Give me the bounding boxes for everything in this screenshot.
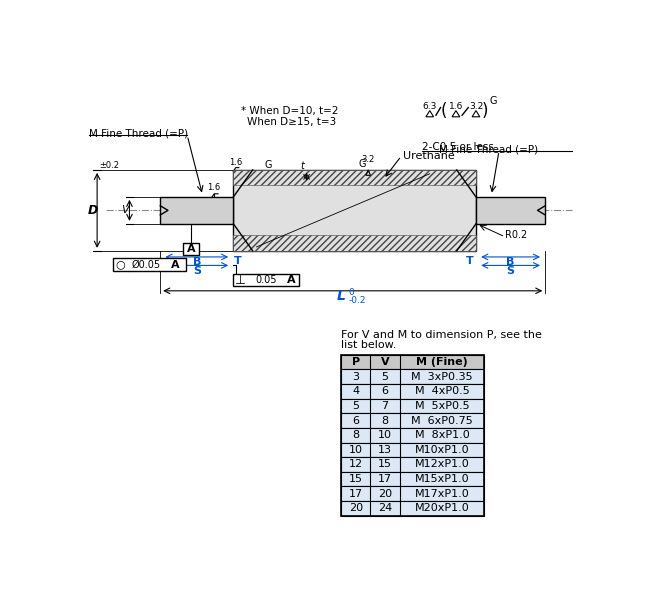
Text: 20: 20 [378,489,392,499]
Text: 6: 6 [381,386,389,396]
Text: 24: 24 [378,503,392,513]
Polygon shape [233,170,476,251]
Text: M  6xP0.75: M 6xP0.75 [411,416,473,426]
Text: 5: 5 [381,371,389,382]
Text: -0.2: -0.2 [348,295,366,305]
Text: ): ) [482,102,488,120]
Text: 15: 15 [378,459,392,470]
Text: D: D [88,204,98,217]
Text: 12: 12 [349,459,363,470]
Text: When D≥15, t=3: When D≥15, t=3 [247,117,336,127]
Polygon shape [160,197,233,224]
Text: V: V [381,357,389,367]
Text: L: L [337,289,345,303]
Text: M10xP1.0: M10xP1.0 [415,445,470,455]
Text: M (Fine): M (Fine) [416,357,468,367]
Text: G: G [358,159,366,169]
Text: Ø0.05: Ø0.05 [132,260,161,270]
Bar [342,413,485,428]
Text: M  8xP1.0: M 8xP1.0 [415,430,470,440]
Text: 0: 0 [348,288,354,297]
Bar [342,486,485,501]
Text: 5: 5 [353,401,359,411]
Bar [342,370,485,384]
Text: For V and M to dimension P, see the: For V and M to dimension P, see the [342,330,542,341]
Text: 8: 8 [381,416,389,426]
Text: 17: 17 [378,474,392,484]
Text: B: B [193,257,201,266]
Bar [342,398,485,413]
Text: 6: 6 [353,416,359,426]
Polygon shape [476,197,545,224]
Text: 15: 15 [349,474,363,484]
Text: T: T [233,256,241,266]
Text: R0.2: R0.2 [505,230,528,240]
Text: S: S [507,266,515,276]
Bar [342,355,485,370]
Text: M15xP1.0: M15xP1.0 [415,474,470,484]
Text: V: V [121,205,129,216]
Text: ⊥: ⊥ [235,274,246,287]
Bar [112,258,185,271]
Bar [342,457,485,472]
Text: 8: 8 [352,430,359,440]
Text: M17xP1.0: M17xP1.0 [415,489,470,499]
Text: 13: 13 [378,445,392,455]
Text: A: A [187,244,195,254]
Text: G: G [490,96,498,106]
Text: 10: 10 [349,445,363,455]
Text: 1.6: 1.6 [208,183,221,192]
Text: A: A [287,275,295,285]
Text: M  4xP0.5: M 4xP0.5 [415,386,470,396]
Text: Urethane: Urethane [403,151,454,161]
Text: M20xP1.0: M20xP1.0 [415,503,470,513]
Text: P: P [352,357,360,367]
Text: ±0.2: ±0.2 [99,161,119,170]
Text: g6: g6 [180,212,191,221]
Text: B: B [507,257,515,266]
Text: 10: 10 [378,430,392,440]
Text: 3.2: 3.2 [469,101,483,111]
Bar [183,243,199,255]
Text: list below.: list below. [342,341,396,351]
Text: ○: ○ [116,260,125,270]
Text: M  5xP0.5: M 5xP0.5 [415,401,470,411]
Text: 4: 4 [352,386,359,396]
Text: A: A [171,260,180,270]
Bar [342,443,485,457]
Text: P: P [171,208,177,218]
Text: 0.05: 0.05 [255,275,276,285]
Polygon shape [233,235,476,251]
Text: M12xP1.0: M12xP1.0 [415,459,470,470]
Bar [342,355,485,516]
Text: t: t [300,161,304,171]
Text: 6.3: 6.3 [422,101,437,111]
Bar [342,472,485,486]
Text: 17: 17 [349,489,363,499]
Text: (: ( [440,102,447,120]
Polygon shape [233,170,476,185]
Text: 3.2: 3.2 [362,155,375,164]
Text: * When D=10, t=2: * When D=10, t=2 [241,106,339,115]
Text: M Fine Thread (=P): M Fine Thread (=P) [89,129,189,139]
Text: T: T [466,256,473,266]
Text: M Fine Thread (=P): M Fine Thread (=P) [439,144,538,154]
Bar [233,274,299,286]
Bar [342,384,485,398]
Text: S: S [193,266,201,276]
Bar [342,501,485,516]
Text: 7: 7 [381,401,389,411]
Text: 1.6: 1.6 [449,101,463,111]
Bar [342,428,485,443]
Text: G: G [264,160,272,169]
Text: 20: 20 [349,503,363,513]
Text: 2-C0.5 or less: 2-C0.5 or less [422,142,494,152]
Text: M  3xP0.35: M 3xP0.35 [411,371,473,382]
Text: 1.6: 1.6 [229,158,242,167]
Text: 3: 3 [353,371,359,382]
